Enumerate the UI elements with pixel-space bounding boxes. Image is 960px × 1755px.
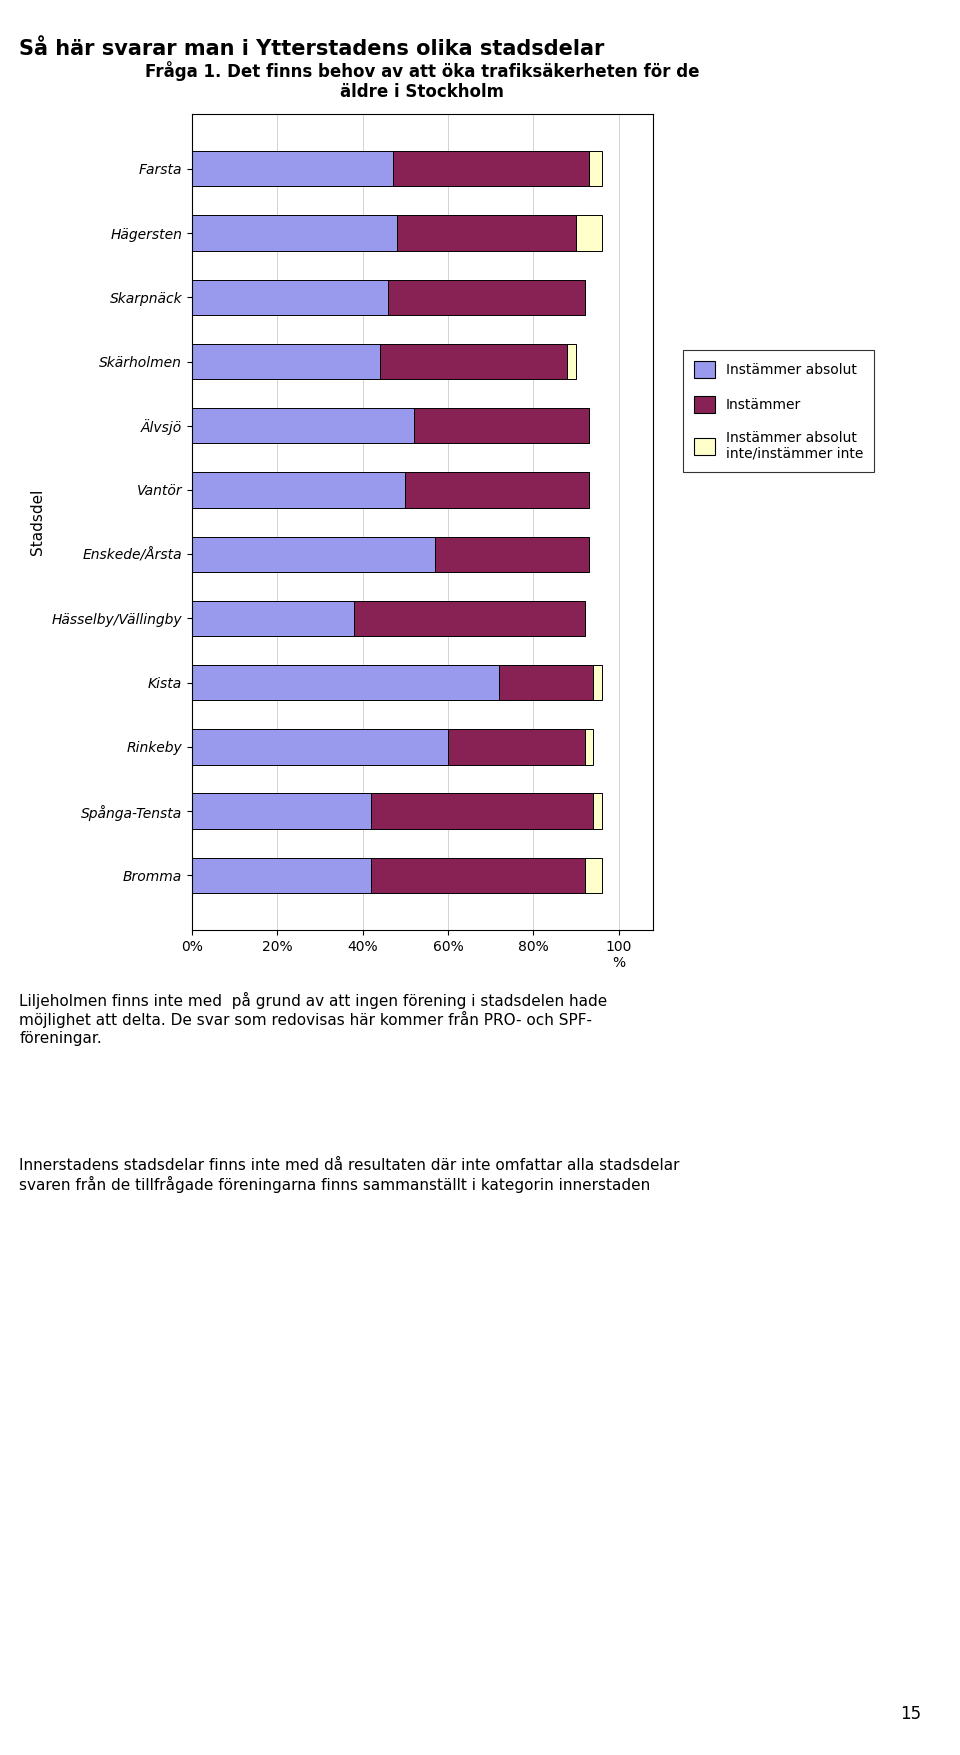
Bar [192,858,372,893]
Text: Liljeholmen finns inte med  på grund av att ingen förening i stadsdelen hade
möj: Liljeholmen finns inte med på grund av a… [19,992,608,1046]
Text: Så här svarar man i Ytterstadens olika stadsdelar: Så här svarar man i Ytterstadens olika s… [19,39,605,58]
Bar [192,409,414,444]
Bar [588,151,602,186]
Bar [192,537,435,572]
Bar [192,793,372,828]
Bar [396,216,576,251]
Bar [192,279,388,314]
Bar [192,344,380,379]
Bar [192,151,393,186]
Bar [372,858,585,893]
Title: Fråga 1. Det finns behov av att öka trafiksäkerheten för de
äldre i Stockholm: Fråga 1. Det finns behov av att öka traf… [145,61,700,102]
Bar [435,537,588,572]
Bar [567,344,576,379]
Bar [393,151,588,186]
Bar [499,665,593,700]
Bar [192,600,354,635]
Bar [192,665,499,700]
Y-axis label: Stadsdel: Stadsdel [30,490,45,555]
Bar [585,858,602,893]
Text: 15: 15 [900,1706,922,1723]
Bar [192,216,396,251]
Bar [576,216,602,251]
Bar [388,279,585,314]
Bar [585,730,593,765]
Text: Innerstadens stadsdelar finns inte med då resultaten där inte omfattar alla stad: Innerstadens stadsdelar finns inte med d… [19,1158,680,1193]
Bar [593,793,602,828]
Bar [192,730,448,765]
Bar [192,472,405,507]
Bar [414,409,588,444]
Bar [354,600,585,635]
Bar [448,730,585,765]
Bar [593,665,602,700]
Legend: Instämmer absolut, Instämmer, Instämmer absolut
inte/instämmer inte: Instämmer absolut, Instämmer, Instämmer … [683,349,875,472]
Bar [372,793,593,828]
Bar [405,472,588,507]
Bar [380,344,567,379]
